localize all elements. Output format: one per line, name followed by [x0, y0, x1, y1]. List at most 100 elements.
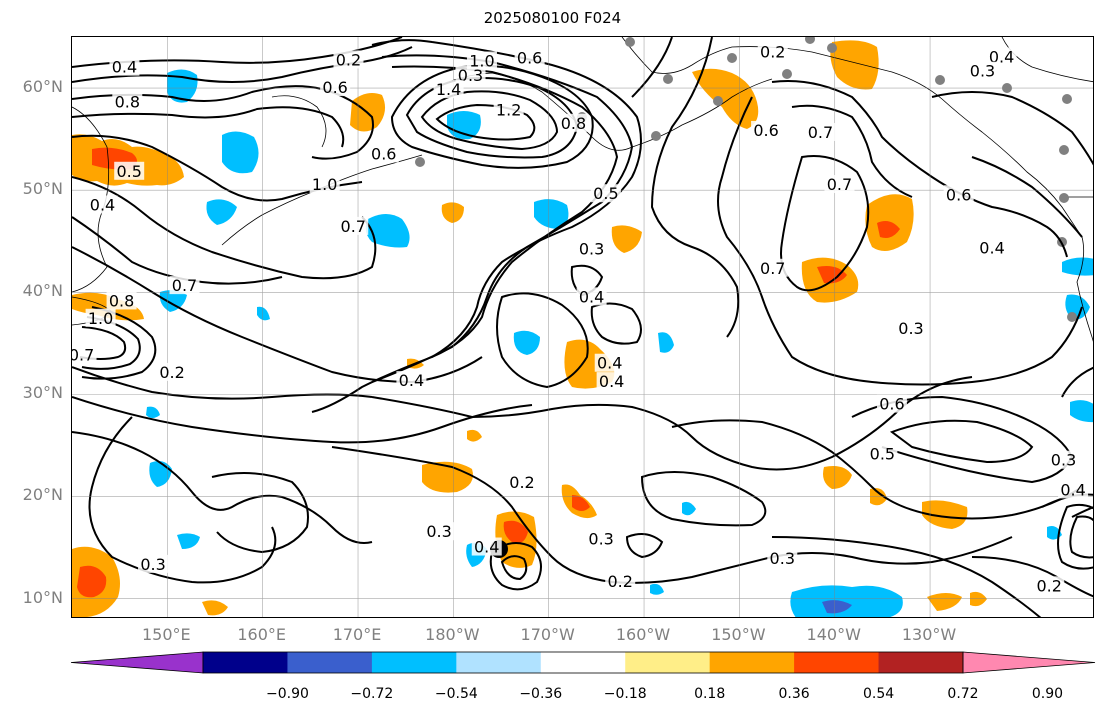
- contour-value-label: 0.2: [336, 50, 361, 69]
- colorbar-segment: [625, 652, 711, 673]
- contour-labels: 0.20.40.60.80.31.41.0 0.61.20.80.20.6 0.70…: [72, 42, 1089, 595]
- contour-value-label: 0.2: [1037, 576, 1062, 595]
- contour-value-label: 0.6: [322, 78, 347, 97]
- negative-anomaly-patch: [206, 199, 237, 225]
- contour-label-background: [977, 238, 1008, 257]
- latitude-tick-label: 20°N: [22, 485, 63, 505]
- map-title: 2025080100 F024: [483, 9, 622, 27]
- contour-value-label: 0.7: [808, 123, 833, 142]
- colorbar-tick-label: −0.54: [434, 686, 478, 702]
- longitude-tick-label: 140°W: [806, 625, 861, 644]
- contour-label-background: [320, 78, 351, 97]
- contour-label-background: [824, 175, 855, 194]
- contour-value-label: 0.4: [474, 538, 499, 557]
- contour-value-label: 0.5: [593, 184, 618, 203]
- positive-anomaly-patch: [441, 202, 464, 223]
- colorbar-extend-high: [962, 651, 1096, 674]
- contour-value-label: 0.4: [579, 287, 604, 306]
- latitude-tick-label: 50°N: [22, 179, 63, 199]
- contour-label-background: [455, 65, 486, 84]
- colorbar-tick-label: 0.90: [1031, 686, 1064, 702]
- contour-value-label: 0.4: [112, 58, 137, 77]
- contour-value-label: 0.7: [341, 217, 366, 236]
- positive-anomaly-patch: [830, 40, 879, 90]
- longitude-tick-label: 160°E: [237, 625, 286, 644]
- colorbar-segment: [287, 652, 373, 673]
- contour-value-label: 0.7: [760, 259, 785, 278]
- contour-value-label: 0.2: [509, 473, 534, 492]
- positive-anomaly-patch: [467, 429, 482, 442]
- colorbar-segment: [709, 652, 795, 673]
- negative-anomaly-patch: [658, 332, 674, 353]
- negative-anomaly-patch: [177, 533, 200, 549]
- contour-value-label: 1.4: [436, 80, 461, 99]
- contour-value-label: 1.0: [312, 175, 337, 194]
- contour-label-background: [106, 291, 137, 310]
- latitude-tick-label: 60°N: [22, 77, 63, 97]
- colorbar-tick-label: −0.18: [603, 686, 647, 702]
- contour-label-background: [1058, 480, 1089, 499]
- contour-value-label: 0.3: [579, 239, 604, 258]
- positive-anomaly-patch: [927, 593, 962, 611]
- negative-anomaly-patch: [1070, 400, 1093, 423]
- positive-anomaly-patch: [692, 68, 759, 129]
- colorbar-segment: [371, 652, 457, 673]
- contour-value-label: 0.6: [517, 48, 542, 67]
- contour-value-label: 1.0: [469, 52, 494, 71]
- contour-value-label: 0.6: [879, 395, 904, 414]
- contour-label-background: [87, 195, 118, 214]
- longitude-tick-label: 170°E: [332, 625, 382, 644]
- colorbar-tick-label: −0.36: [519, 686, 563, 702]
- contour-value-label: 0.8: [109, 291, 134, 310]
- contour-label-background: [433, 80, 464, 99]
- contour-label-background: [867, 444, 898, 463]
- contour-value-label: 0.2: [607, 572, 632, 591]
- colorbar-segment: [540, 652, 626, 673]
- contour-value-label: 0.7: [827, 175, 852, 194]
- latitude-tick-label: 10°N: [22, 587, 63, 607]
- contour-value-label: 0.3: [588, 529, 613, 548]
- contour-value-label: 0.4: [599, 372, 624, 391]
- contour-label-background: [967, 61, 998, 80]
- positive-anomaly-patch: [503, 520, 528, 544]
- longitude-tick-label: 130°W: [901, 625, 957, 644]
- colorbar-tick-label: 0.18: [694, 686, 726, 702]
- contour-value-label: 0.3: [140, 555, 165, 574]
- contour-label-background: [72, 345, 97, 364]
- contour-label-background: [1034, 576, 1065, 595]
- colorbar: [70, 651, 1096, 674]
- longitude-tick-label: 170°W: [520, 625, 575, 644]
- colorbar-segment: [794, 652, 880, 673]
- contour-value-label: 0.4: [989, 47, 1014, 66]
- contour-label-background: [558, 113, 589, 132]
- contour-value-label: 0.6: [946, 185, 971, 204]
- contour-label-background: [309, 175, 340, 194]
- latitude-tick-label: 30°N: [22, 383, 63, 403]
- contour-label-background: [333, 50, 364, 69]
- contour-label-background: [576, 239, 607, 258]
- contour-value-label: 1.0: [88, 309, 113, 328]
- contour-value-label: 0.8: [561, 114, 586, 133]
- negative-anomaly-patch: [257, 306, 270, 321]
- colorbar-extend-low: [70, 651, 204, 674]
- contour-value-label: 0.2: [760, 42, 785, 61]
- contour-value-label: 0.6: [371, 144, 396, 163]
- contour-label-background: [112, 92, 143, 111]
- contour-label-background: [596, 372, 627, 391]
- contour-value-label: 0.3: [458, 66, 483, 85]
- contour-value-label: 1.2: [496, 101, 521, 120]
- positive-anomaly-patch: [877, 221, 900, 238]
- longitude-tick-label: 150°E: [142, 625, 191, 644]
- contour-value-label: 0.3: [1051, 451, 1076, 470]
- negative-anomaly-patch: [822, 600, 852, 614]
- contour-label-background: [424, 522, 455, 541]
- contour-value-label: 0.8: [115, 92, 140, 111]
- latitude-tick-label: 40°N: [22, 281, 63, 301]
- negative-anomaly-patch: [513, 330, 540, 355]
- map-canvas: 0.20.40.60.80.31.41.0 0.61.20.80.20.6 0.70…: [72, 37, 1093, 617]
- colorbar-tick-label: 0.72: [947, 686, 979, 702]
- contour-label-background: [876, 394, 907, 413]
- contour-value-label: 0.5: [870, 445, 895, 464]
- contour-label-background: [805, 122, 836, 141]
- contour-label-background: [138, 554, 169, 573]
